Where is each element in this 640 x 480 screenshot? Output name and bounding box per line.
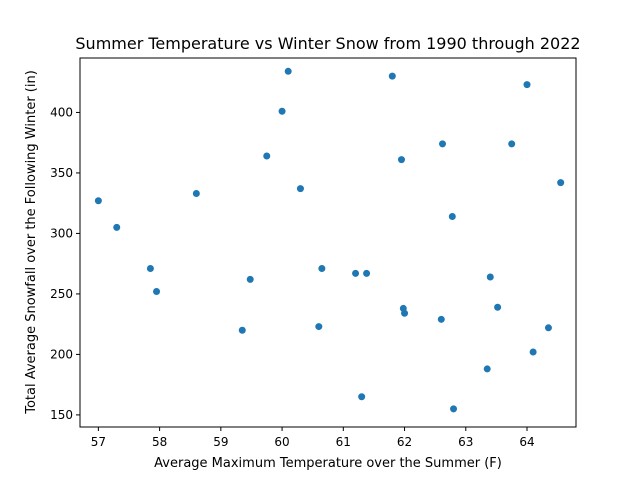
data-point — [439, 140, 447, 148]
data-point — [318, 265, 326, 273]
x-tick-label: 59 — [213, 435, 228, 449]
x-tick-label: 58 — [152, 435, 167, 449]
y-axis: 150 200 250 300 350 400 — [50, 105, 80, 422]
data-point — [238, 326, 246, 334]
data-point — [153, 287, 161, 295]
data-point — [508, 140, 516, 148]
y-axis-label: Total Average Snowfall over the Followin… — [24, 70, 39, 415]
data-point — [494, 303, 502, 311]
data-point — [113, 223, 121, 231]
data-point — [388, 72, 396, 80]
y-tick-label: 200 — [50, 347, 73, 361]
data-point — [146, 265, 154, 273]
y-tick-label: 350 — [50, 166, 73, 180]
chart-title: Summer Temperature vs Winter Snow from 1… — [75, 34, 580, 53]
plot-area — [94, 67, 565, 413]
data-point — [246, 275, 254, 283]
y-tick-label: 150 — [50, 408, 73, 422]
y-tick-label: 400 — [50, 105, 73, 119]
data-point — [450, 405, 458, 413]
x-tick-label: 57 — [91, 435, 106, 449]
data-point — [352, 269, 360, 277]
data-point — [483, 365, 491, 373]
data-point — [557, 179, 565, 187]
x-tick-label: 61 — [336, 435, 351, 449]
data-point — [315, 323, 323, 331]
x-axis: 57 58 59 60 61 62 63 64 — [91, 427, 535, 449]
data-point — [358, 393, 366, 401]
data-point — [263, 152, 271, 160]
data-point — [363, 269, 371, 277]
data-point — [296, 185, 304, 193]
y-tick-label: 300 — [50, 226, 73, 240]
data-point — [94, 197, 102, 205]
data-point — [448, 212, 456, 220]
data-point — [284, 67, 292, 75]
x-tick-label: 64 — [519, 435, 534, 449]
y-tick-label: 250 — [50, 287, 73, 301]
data-point — [523, 81, 531, 89]
data-point — [278, 107, 286, 115]
data-point — [437, 315, 445, 323]
x-axis-label: Average Maximum Temperature over the Sum… — [154, 456, 502, 471]
axes-frame — [79, 57, 577, 428]
data-point — [529, 348, 537, 356]
data-point — [401, 309, 409, 317]
data-point — [544, 324, 552, 332]
data-point — [192, 190, 200, 198]
x-tick-label: 60 — [274, 435, 289, 449]
data-point — [397, 156, 405, 164]
x-tick-label: 62 — [397, 435, 412, 449]
data-point — [486, 273, 494, 281]
x-tick-label: 63 — [458, 435, 473, 449]
